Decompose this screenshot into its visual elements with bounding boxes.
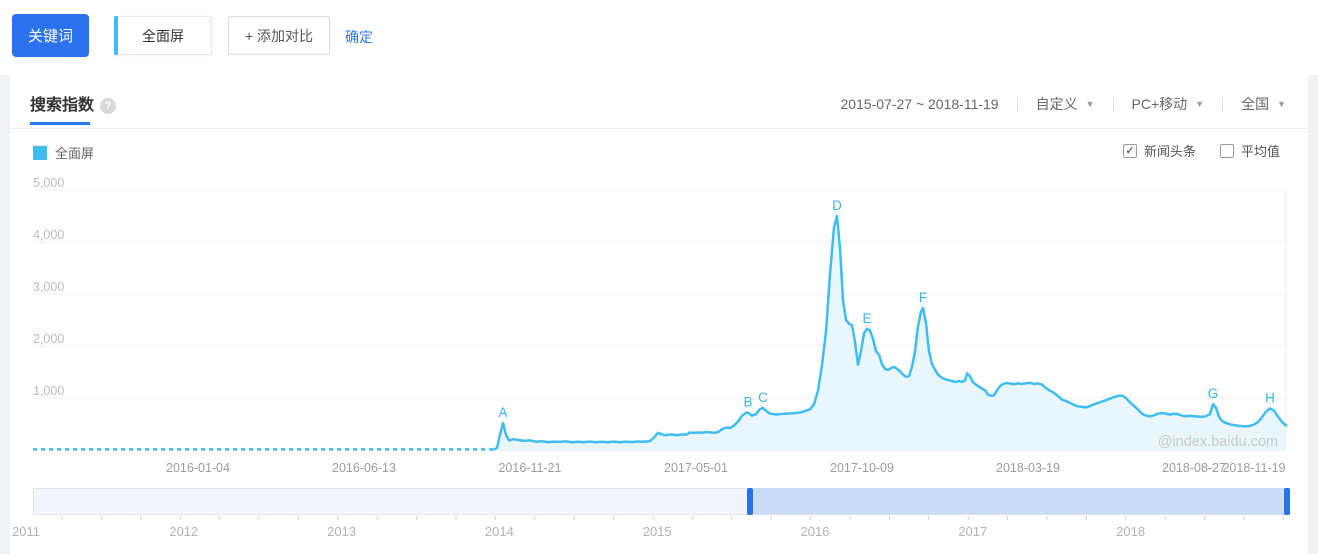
filter-region-dropdown[interactable]: 全国 ▼ [1241,94,1286,114]
timeline-handle-left[interactable] [747,488,753,515]
timeline-year-2016: 2016 [800,524,830,539]
checkbox-news-headlines[interactable]: ✓ 新闻头条 [1122,141,1196,160]
timeline-year-2017: 2017 [958,524,988,539]
divider [1112,96,1114,112]
divider [1016,96,1018,112]
filter-bar: 2015-07-27 ~ 2018-11-19 自定义 ▼ PC+移动 ▼ 全国 ▼ [840,94,1286,114]
tab-search-index[interactable]: 搜索指数? [30,91,117,125]
filter-custom-label: 自定义 [1035,96,1078,112]
overlay-options: ✓ 新闻头条 平均值 [1099,141,1280,160]
date-range[interactable]: 2015-07-27 ~ 2018-11-19 [840,96,999,112]
filter-device-label: PC+移动 [1131,96,1188,112]
annotation-letter-D: D [832,198,842,213]
filter-device-dropdown[interactable]: PC+移动 ▼ [1132,94,1205,114]
x-tick-label: 2017-10-09 [830,461,894,475]
timeline-selection[interactable] [750,488,1288,515]
series-legend-label: 全面屏 [55,146,95,161]
y-tick-label: 1,000 [33,384,64,398]
series-legend: 全面屏 [33,143,94,162]
checkbox-icon: ✓ [1122,143,1137,158]
series-area [33,216,1286,450]
timeline-handle-right[interactable] [1284,488,1290,515]
series-color-swatch [33,145,47,160]
x-tick-label: 2018-08-27 [1162,461,1226,475]
series-line [492,214,1288,451]
x-tick-label: 2018-11-19 [1222,461,1285,475]
timeline-year-labels: 2011 2012 2013 2014 2015 2016 2017 2018 [0,524,1318,544]
x-tick-label: 2016-06-13 [332,461,396,475]
tab-active-underline [30,122,90,125]
timeline-year-2013: 2013 [327,524,357,539]
y-tick-label: 2,000 [33,332,64,346]
divider [1222,96,1224,112]
chevron-down-icon: ▼ [1277,99,1286,109]
checkbox-news-label: 新闻头条 [1143,144,1196,159]
tab-label: 搜索指数 [30,97,95,114]
x-tick-label: 2016-01-04 [166,461,230,475]
timeline-year-2018: 2018 [1116,524,1146,539]
x-tick-label: 2017-05-01 [664,461,728,475]
chevron-down-icon: ▼ [1085,99,1095,109]
keyword-button[interactable]: 关键词 [12,14,89,57]
keyword-accent-bar [114,16,118,55]
keyword-chip-label: 全面屏 [142,27,184,44]
timeline-year-2014: 2014 [484,524,514,539]
annotation-letter-F: F [919,290,927,305]
timeline-year-2015: 2015 [642,524,672,539]
annotation-letter-C: C [758,390,768,405]
search-index-card: 搜索指数? 2015-07-27 ~ 2018-11-19 自定义 ▼ PC+移动… [10,75,1308,554]
annotation-letter-A: A [498,405,507,420]
timeline-year-2012: 2012 [169,524,199,539]
watermark: @index.baidu.com [1158,434,1278,450]
x-tick-label: 2018-03-19 [996,461,1060,475]
y-tick-label: 4,000 [33,228,64,242]
checkbox-average[interactable]: 平均值 [1219,141,1280,160]
checkbox-icon [1219,143,1234,158]
help-icon[interactable]: ? [100,98,117,114]
filter-custom-dropdown[interactable]: 自定义 ▼ [1036,94,1095,114]
timeline-year-2011: 2011 [12,524,40,539]
chevron-down-icon: ▼ [1195,99,1205,109]
annotation-letter-B: B [743,395,752,410]
keyword-chip[interactable]: 全面屏 [114,16,212,55]
x-tick-label: 2016-11-21 [498,461,561,475]
confirm-link[interactable]: 确定 [345,29,373,45]
filter-region-label: 全国 [1241,96,1270,112]
y-tick-label: 3,000 [33,280,64,294]
y-tick-label: 5,000 [33,176,64,190]
top-strip [0,0,1318,75]
annotation-letter-H: H [1265,390,1275,405]
annotation-letter-G: G [1208,386,1219,401]
add-compare-button[interactable]: + 添加对比 [228,16,330,55]
checkbox-average-label: 平均值 [1240,144,1280,159]
annotation-letter-E: E [862,311,871,326]
divider [10,128,1308,129]
